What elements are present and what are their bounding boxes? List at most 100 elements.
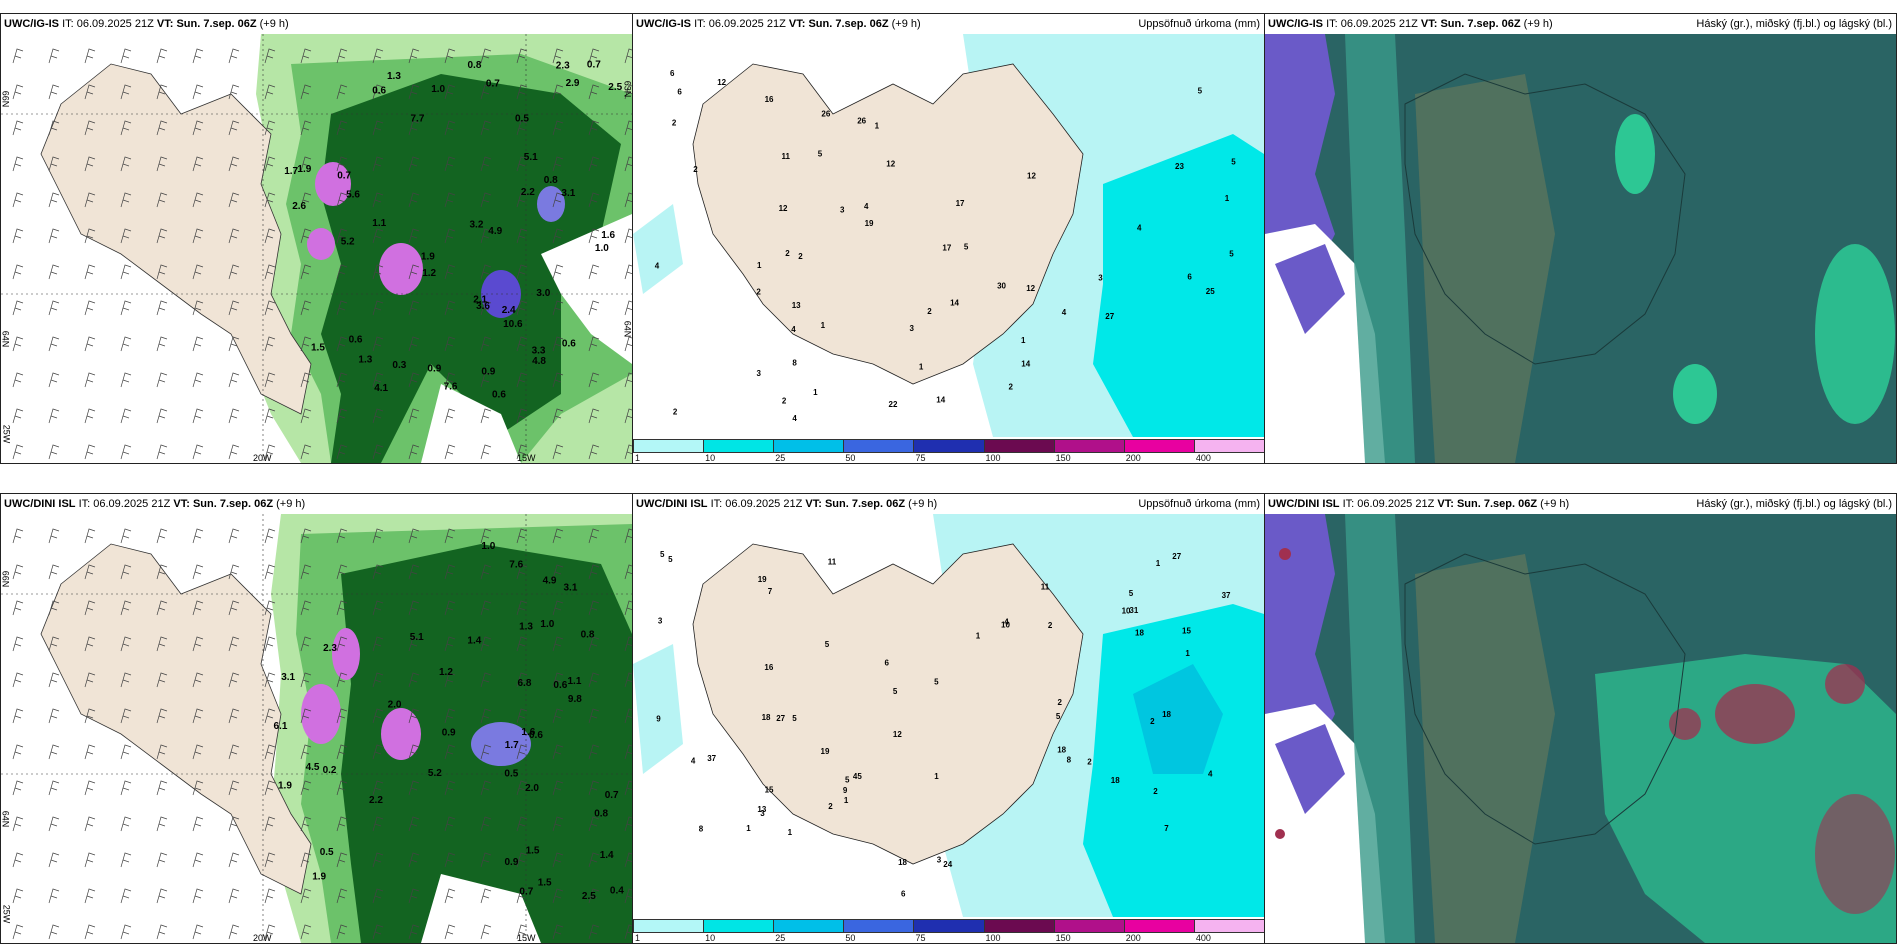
colorbar-swatch <box>843 439 915 453</box>
wind-barb <box>300 444 312 460</box>
wind-barb <box>84 264 96 280</box>
value-label: 1 <box>746 824 751 833</box>
wind-barb <box>84 636 96 652</box>
grid-lines <box>1 34 632 463</box>
wind-barb <box>300 84 312 100</box>
precip-svg: 8845710111112355565521222112151819273731… <box>633 514 1264 917</box>
wind-barb <box>192 708 204 724</box>
wind-barb <box>84 672 96 688</box>
wind-barb <box>624 888 632 904</box>
white-gap-south <box>421 384 521 463</box>
wind-rain-map[interactable]: 0.6 0.6 0.6 0.7 0.8 0.9 1.0 1.1 1.2 1.3 1.5 1.7 1.9 2… <box>1 34 632 463</box>
value-label: 0.7 <box>337 170 351 181</box>
value-label: 1.5 <box>538 878 552 889</box>
value-label: 10 <box>1122 607 1131 616</box>
value-label: 1.2 <box>439 667 453 678</box>
wind-barb <box>12 228 24 244</box>
violet-cell-2 <box>381 708 421 760</box>
wind-barb <box>624 600 632 616</box>
panel-top-wind-rain: UWC/IG-IS IT: 06.09.2025 21Z VT: Sun. 7.… <box>0 13 633 464</box>
wind-barb <box>12 708 24 724</box>
value-label: 2.2 <box>521 187 535 198</box>
value-label: 2.5 <box>608 82 622 93</box>
wind-barb <box>516 852 528 868</box>
sea-west-patch <box>633 644 683 774</box>
wind-barb <box>156 156 168 172</box>
wind-barb <box>264 120 276 136</box>
value-label: 1.6 <box>601 230 615 241</box>
red-cell-3 <box>1715 684 1795 744</box>
cloud-map[interactable] <box>1265 514 1896 943</box>
cloud-svg <box>1265 514 1896 943</box>
red-cell-4 <box>1669 708 1701 740</box>
colorbar-tick: 75 <box>915 453 926 463</box>
value-label: 0.8 <box>594 808 608 819</box>
wind-barb <box>48 300 60 316</box>
lat-64n: 64N <box>1 330 11 348</box>
wind-barb <box>480 528 492 544</box>
wind-barb <box>84 156 96 172</box>
wind-barb <box>480 852 492 868</box>
wind-barb <box>336 852 348 868</box>
wind-barb <box>408 48 420 64</box>
wind-barb <box>444 408 456 424</box>
wind-rain-map[interactable]: 0.5 0.7 0.6 0.8 0.9 1.0 1.1 1.2 1.4 1.5 1.6 1.7 1.9 2… <box>1 514 632 943</box>
wind-barb <box>156 888 168 904</box>
wind-barb <box>228 636 240 652</box>
white-gap-right <box>541 214 632 364</box>
wind-barb <box>264 852 276 868</box>
it-value: 06.09.2025 21Z <box>725 498 803 510</box>
wind-barb <box>408 636 420 652</box>
wind-barb <box>48 636 60 652</box>
value-label: 4.9 <box>488 226 502 237</box>
sea-west-patch <box>633 204 683 294</box>
wind-barb <box>336 816 348 832</box>
precip-map[interactable]: 6 6 4 5 5 1 1 1 2 4 4 5 4 2 2 3 3 3 5 4 1 1 1 2 1 14 13 27 22 26 30 26 2… <box>633 34 1264 437</box>
wind-barb <box>516 120 528 136</box>
it-label: IT: <box>62 18 74 30</box>
wind-barb <box>12 300 24 316</box>
wind-barb <box>408 84 420 100</box>
colorbar-swatch <box>773 439 845 453</box>
wind-barb <box>48 192 60 208</box>
wind-barb <box>192 444 204 460</box>
wind-barb <box>48 372 60 388</box>
value-label: 5 <box>1129 589 1134 598</box>
wind-barb <box>48 528 60 544</box>
wind-barb <box>336 672 348 688</box>
wind-barb <box>336 444 348 460</box>
colorbar-swatch <box>983 919 1055 933</box>
value-label: 8 <box>1067 756 1072 765</box>
value-label: 1.0 <box>595 243 609 254</box>
value-label: 8 <box>699 824 704 833</box>
value-label: 2.5 <box>582 891 596 902</box>
wind-barb <box>408 336 420 352</box>
wind-barb <box>516 708 528 724</box>
value-label: 10 <box>1001 621 1010 630</box>
wind-barb <box>84 48 96 64</box>
cloud-map[interactable] <box>1265 34 1896 463</box>
it-label: IT: <box>710 498 723 510</box>
it-label: IT: <box>1342 498 1355 510</box>
wind-rain-svg: 0.60.60.60.7 0.80.91.01.11.21.31.51.71.92… <box>1 34 632 463</box>
wind-barb <box>156 408 168 424</box>
colorbar-swatch <box>773 919 845 933</box>
wind-barb <box>444 888 456 904</box>
colorbar-tick: 100 <box>985 453 1001 463</box>
value-label: 0.5 <box>504 769 518 780</box>
wind-barb <box>156 192 168 208</box>
wind-barb <box>120 336 132 352</box>
wind-barb <box>480 156 492 172</box>
wind-barb <box>372 372 384 388</box>
wind-barb <box>300 852 312 868</box>
value-label: 7.6 <box>444 382 458 393</box>
value-label: 0.5 <box>320 847 334 858</box>
value-label: 0.9 <box>481 366 495 377</box>
precip-map[interactable]: 8 8 4 5 7 10 11 1 1 1 2 3 5 5 5 6 5 5 2 1 2 2 2 1 12 15 18 19 27 37 31… <box>633 514 1264 917</box>
wind-barb <box>120 744 132 760</box>
wind-barb <box>228 228 240 244</box>
wind-barb <box>84 816 96 832</box>
wind-barb <box>444 708 456 724</box>
wind-barb <box>336 228 348 244</box>
wind-barb <box>12 744 24 760</box>
